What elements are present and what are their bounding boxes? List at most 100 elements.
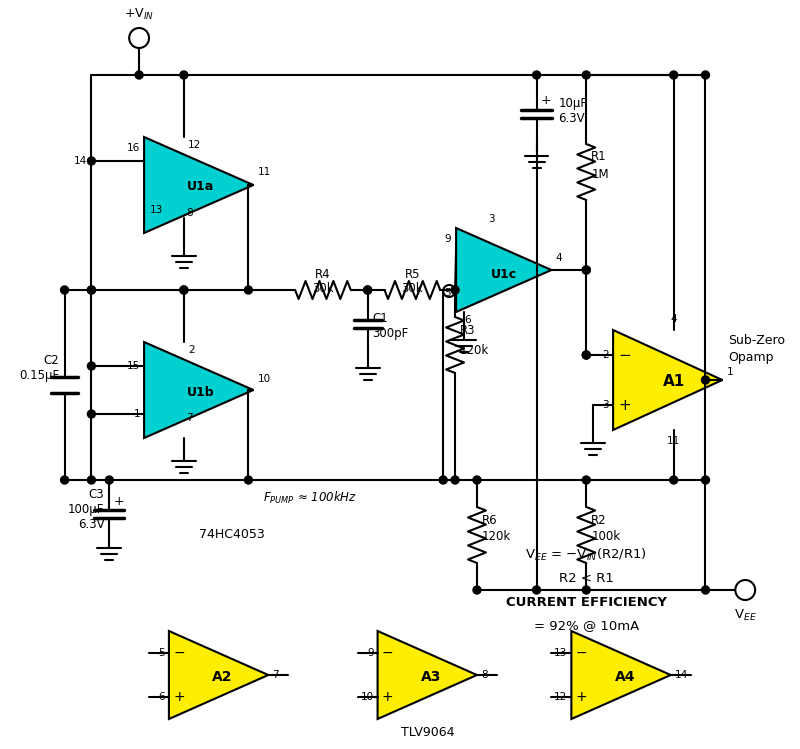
Text: V$_{EE}$ = −V$_{IN}$(R2/R1): V$_{EE}$ = −V$_{IN}$(R2/R1) [526,547,647,563]
Text: 3: 3 [602,400,609,410]
Circle shape [702,476,710,484]
Circle shape [180,71,188,79]
Text: 12: 12 [554,692,567,702]
Text: C3: C3 [89,488,104,502]
Polygon shape [169,631,268,719]
Text: Opamp: Opamp [728,351,774,363]
Text: 11: 11 [667,436,680,446]
Polygon shape [144,137,254,233]
Text: 6.3V: 6.3V [558,112,585,126]
Text: 4: 4 [555,253,562,263]
Circle shape [87,157,95,165]
Circle shape [135,71,143,79]
Text: 10μF: 10μF [558,97,587,109]
Text: 120k: 120k [482,530,511,544]
Text: 13: 13 [150,205,163,215]
Text: 74HC4053: 74HC4053 [198,529,265,542]
Circle shape [106,476,114,484]
Text: R2: R2 [591,514,607,527]
Text: −: − [173,646,185,660]
Circle shape [582,71,590,79]
Text: = 92% @ 10mA: = 92% @ 10mA [534,619,639,632]
Text: 6.3V: 6.3V [78,518,104,532]
Circle shape [364,286,372,294]
Polygon shape [144,342,254,438]
Text: +: + [541,94,551,107]
Circle shape [87,476,95,484]
Circle shape [582,586,590,594]
Text: +: + [382,690,394,704]
Text: 10: 10 [258,374,270,384]
Text: 10: 10 [361,692,374,702]
Text: +: + [575,690,587,704]
Text: 3: 3 [489,214,495,224]
Circle shape [582,266,590,274]
Text: 6: 6 [464,315,470,325]
Circle shape [87,410,95,418]
Circle shape [245,476,252,484]
Text: A1: A1 [662,374,685,389]
Text: 11: 11 [258,167,270,177]
Text: −: − [575,646,587,660]
Circle shape [702,71,710,79]
Text: −: − [382,646,394,660]
Circle shape [364,286,372,294]
Circle shape [473,586,481,594]
Text: 2: 2 [188,345,194,355]
Text: 2: 2 [602,350,609,360]
Circle shape [180,286,188,294]
Text: 13: 13 [554,648,567,658]
Text: R6: R6 [482,514,498,527]
Text: R4: R4 [315,268,330,282]
Text: U1a: U1a [187,181,214,193]
Text: 120k: 120k [460,344,490,357]
Text: 4: 4 [670,314,677,324]
Text: −: − [618,348,631,363]
Text: 1M: 1M [591,168,609,181]
Circle shape [533,586,541,594]
Text: A4: A4 [614,670,635,684]
Text: 5: 5 [158,648,165,658]
Text: 7: 7 [186,413,193,423]
Text: 8: 8 [186,208,193,218]
Circle shape [702,376,710,384]
Text: +: + [114,495,124,508]
Text: CURRENT EFFICIENCY: CURRENT EFFICIENCY [506,596,666,610]
Circle shape [670,476,678,484]
Circle shape [61,476,69,484]
Polygon shape [378,631,477,719]
Circle shape [245,286,252,294]
Text: 1: 1 [134,409,140,419]
Circle shape [582,351,590,359]
Text: R3: R3 [460,324,475,336]
Text: 8: 8 [481,670,487,680]
Text: R1: R1 [591,151,607,163]
Text: 30k: 30k [312,282,334,294]
Text: 30k: 30k [402,282,423,294]
Text: TLV9064: TLV9064 [401,726,454,739]
Text: C1: C1 [373,312,388,324]
Text: +: + [618,398,631,413]
Circle shape [473,476,481,484]
Text: 1: 1 [726,367,733,377]
Text: R2 < R1: R2 < R1 [559,571,614,584]
Text: 100k: 100k [591,530,620,544]
Circle shape [61,286,69,294]
Text: R5: R5 [405,268,420,282]
Text: U1c: U1c [490,267,517,280]
Circle shape [670,71,678,79]
Text: U1b: U1b [187,386,214,398]
Circle shape [582,351,590,359]
Text: A2: A2 [212,670,233,684]
Text: 0.15μF: 0.15μF [19,369,60,381]
Text: 6: 6 [158,692,165,702]
Text: +: + [173,690,185,704]
Polygon shape [613,330,722,430]
Text: 9: 9 [445,234,451,244]
Text: F$_{PUMP}$ ≈ 100kHz: F$_{PUMP}$ ≈ 100kHz [263,490,358,506]
Text: 15: 15 [127,361,140,371]
Text: +V$_{IN}$: +V$_{IN}$ [124,7,154,22]
Text: Sub-Zero: Sub-Zero [728,335,786,348]
Text: C2: C2 [44,354,60,366]
Polygon shape [571,631,670,719]
